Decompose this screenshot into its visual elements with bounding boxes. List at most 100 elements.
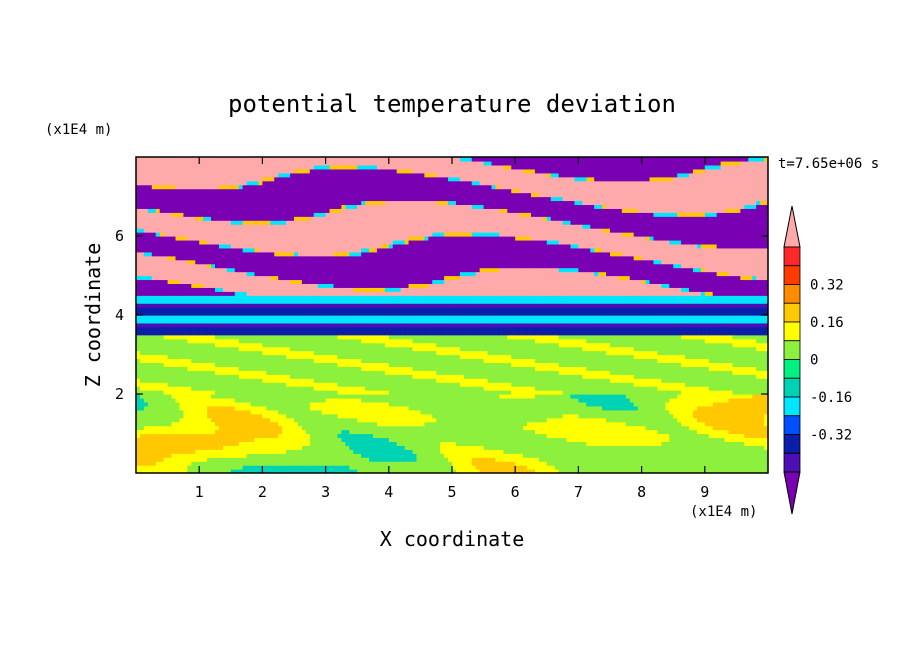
contour-cell	[440, 457, 445, 462]
contour-cell	[163, 374, 169, 379]
contour-cell	[724, 397, 730, 403]
contour-cell	[305, 354, 311, 360]
contour-cell	[412, 382, 418, 387]
contour-cell	[155, 394, 161, 399]
contour-cell	[728, 397, 734, 403]
contour-cell	[250, 354, 256, 360]
contour-cell	[645, 421, 651, 427]
contour-cell	[708, 358, 714, 363]
contour-cell	[440, 417, 445, 423]
contour-cell	[570, 417, 576, 423]
contour-cell	[321, 469, 327, 473]
contour-cell	[309, 441, 315, 446]
contour-cell	[578, 409, 583, 415]
contour-cell	[558, 429, 564, 435]
contour-cell	[183, 437, 188, 442]
contour-cell	[669, 401, 674, 407]
contour-cell	[195, 390, 200, 395]
contour-cell	[384, 401, 390, 407]
contour-cell	[380, 469, 386, 473]
contour-cell	[163, 445, 169, 450]
contour-cell	[341, 433, 346, 439]
contour-cell	[566, 390, 572, 395]
contour-cell	[653, 461, 658, 466]
contour-cell	[408, 413, 414, 419]
contour-cell	[570, 445, 576, 450]
contour-cell	[420, 421, 425, 427]
contour-cell	[211, 465, 216, 470]
contour-cell	[590, 429, 595, 435]
contour-cell	[483, 457, 489, 462]
contour-cell	[645, 461, 651, 466]
contour-cell	[681, 453, 686, 458]
contour-cell	[459, 449, 465, 454]
contour-cell	[361, 370, 366, 375]
contour-cell	[459, 358, 465, 363]
contour-cell	[238, 350, 244, 356]
contour-cell	[301, 350, 307, 356]
contour-cell	[345, 421, 350, 427]
contour-cell	[147, 394, 153, 399]
contour-cell	[175, 421, 181, 427]
contour-cell	[203, 378, 208, 383]
contour-cell	[369, 405, 374, 411]
contour-cell	[187, 394, 192, 399]
contour-cell	[554, 366, 560, 371]
contour-cell	[645, 433, 651, 439]
contour-cell	[215, 401, 220, 407]
contour-cell	[566, 429, 572, 435]
contour-cell	[440, 453, 445, 458]
contour-cell	[333, 413, 339, 419]
contour-cell	[669, 445, 674, 450]
contour-cell	[440, 465, 445, 470]
contour-cell	[301, 394, 307, 399]
contour-cell	[716, 445, 722, 450]
contour-cell	[665, 413, 670, 419]
contour-cell	[546, 378, 552, 383]
contour-cell	[736, 461, 741, 466]
contour-cell	[507, 370, 512, 375]
contour-cell	[677, 417, 682, 423]
contour-cell	[294, 358, 299, 363]
contour-cell	[629, 445, 635, 450]
contour-cell	[649, 449, 655, 454]
contour-cell	[266, 386, 271, 391]
contour-cell	[483, 394, 489, 399]
contour-cell	[483, 465, 489, 470]
contour-cell	[523, 362, 528, 367]
contour-cell	[159, 409, 165, 415]
contour-cell	[226, 441, 232, 446]
contour-cell	[373, 457, 378, 462]
contour-cell	[649, 461, 655, 466]
contour-cell	[143, 465, 149, 470]
contour-cell	[278, 401, 283, 407]
contour-cell	[191, 366, 196, 371]
contour-cell	[325, 465, 331, 470]
contour-cell	[416, 465, 421, 470]
contour-cell	[195, 346, 200, 352]
contour-cell	[222, 425, 228, 431]
contour-cell	[740, 409, 745, 415]
contour-cell	[744, 362, 749, 367]
contour-cell	[408, 390, 414, 395]
contour-cell	[238, 445, 244, 450]
contour-cell	[716, 390, 722, 395]
contour-cell	[305, 441, 311, 446]
contour-cell	[211, 378, 216, 383]
contour-cell	[582, 358, 587, 363]
contour-cell	[278, 445, 283, 450]
contour-cell	[369, 425, 374, 431]
contour-cell	[499, 429, 504, 435]
contour-cell	[139, 453, 145, 458]
contour-cell	[704, 441, 710, 446]
contour-cell	[151, 350, 157, 356]
contour-cell	[760, 362, 765, 367]
contour-cell	[728, 421, 734, 427]
contour-cell	[613, 397, 619, 403]
contour-cell	[203, 386, 208, 391]
contour-cell	[436, 425, 441, 431]
contour-cell	[404, 413, 410, 419]
contour-cell	[562, 465, 568, 470]
contour-cell	[724, 469, 730, 473]
contour-cell	[566, 445, 572, 450]
